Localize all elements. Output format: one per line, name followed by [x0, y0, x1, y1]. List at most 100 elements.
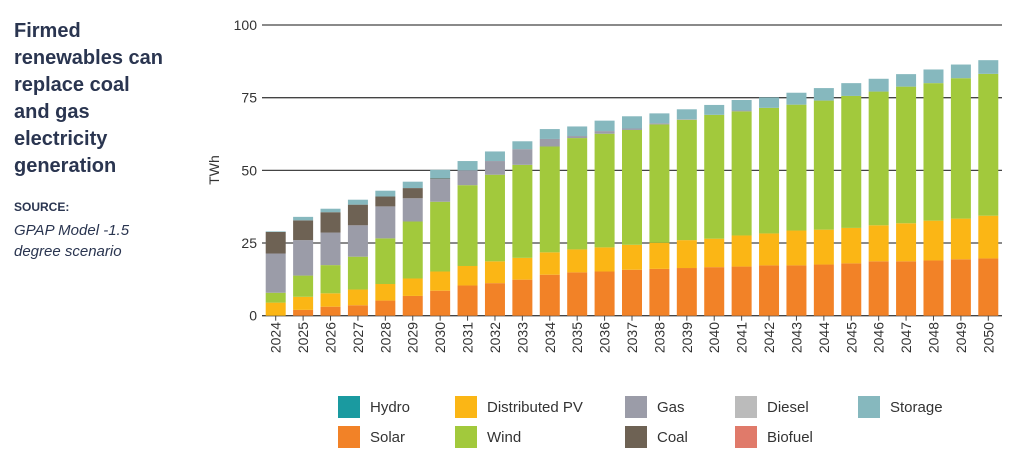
x-tick-label: 2040: [706, 322, 722, 353]
bar-segment-gas: [731, 110, 752, 112]
bar-segment-gas: [375, 206, 396, 239]
bar-segment-solar: [759, 265, 780, 316]
bar-segment-wind: [265, 292, 286, 303]
legend-item: Hydro: [338, 396, 410, 418]
bar-segment-gas: [293, 240, 314, 276]
bar-segment-solar: [896, 261, 917, 316]
legend-item: Diesel: [735, 396, 809, 418]
bar-segment-storage: [978, 60, 999, 74]
bar-segment-solar: [375, 300, 396, 316]
legend-label: Hydro: [370, 398, 411, 416]
bar-segment-distributed-pv: [320, 293, 341, 307]
y-tick-label: 100: [234, 17, 258, 33]
legend-swatch: [735, 396, 757, 418]
bar-segment-wind: [402, 221, 423, 279]
bar-segment-gas: [649, 123, 670, 125]
legend-item: Biofuel: [735, 426, 813, 448]
bar-segment-storage: [594, 120, 615, 132]
bar-segment-storage: [676, 109, 697, 120]
legend-item: Coal: [625, 426, 688, 448]
x-tick-label: 2045: [843, 322, 859, 353]
bar-segment-wind: [539, 146, 560, 253]
x-tick-label: 2041: [734, 322, 750, 353]
bar-segment-storage: [375, 190, 396, 197]
legend-label: Biofuel: [767, 428, 813, 446]
x-tick-label: 2050: [980, 322, 996, 353]
x-tick-label: 2030: [432, 322, 448, 353]
bar-segment-solar: [567, 272, 588, 316]
bar-segment-distributed-pv: [813, 229, 834, 265]
bar-segment-gas: [457, 170, 478, 186]
bar-segment-gas: [676, 119, 697, 120]
bar-segment-wind: [320, 265, 341, 294]
bar-segment-distributed-pv: [430, 271, 451, 291]
bar-segment-distributed-pv: [457, 265, 478, 286]
bar-segment-solar: [539, 274, 560, 316]
x-tick-label: 2044: [816, 322, 832, 353]
bar-segment-wind: [594, 133, 615, 248]
legend-swatch: [455, 396, 477, 418]
bar-segment-solar: [484, 283, 505, 316]
bar-segment-wind: [293, 275, 314, 297]
bar-segment-wind: [567, 138, 588, 250]
x-tick-label: 2046: [871, 322, 887, 353]
bar-segment-solar: [704, 267, 725, 316]
y-tick-label: 25: [241, 235, 257, 251]
x-tick-label: 2028: [377, 322, 393, 353]
x-tick-label: 2031: [460, 322, 476, 353]
bar-segment-wind: [649, 124, 670, 243]
stacked-bar-chart: 0 25 50 75 100 TWh 2024 2025 2026 2027 2028 2029 203…: [206, 17, 1002, 353]
bar-segment-distributed-pv: [402, 278, 423, 296]
bar-segment-coal: [347, 204, 368, 226]
bar-segment-gas: [512, 149, 533, 165]
bar-segment-wind: [622, 129, 642, 245]
x-tick-label: 2049: [953, 322, 969, 353]
bar-segment-storage: [265, 231, 286, 232]
legend-item: Solar: [338, 426, 405, 448]
bar-segment-distributed-pv: [649, 242, 670, 269]
legend-label: Storage: [890, 398, 943, 416]
bar-segment-solar: [813, 264, 834, 316]
x-tick-label: 2025: [295, 322, 311, 353]
bar-segment-storage: [402, 181, 423, 189]
bar-segment-solar: [293, 309, 314, 316]
bar-segment-solar: [512, 279, 533, 316]
bar-segment-distributed-pv: [950, 218, 971, 260]
x-tick-label: 2024: [268, 322, 284, 353]
x-tick-label: 2027: [350, 322, 366, 353]
bar-segment-solar: [950, 259, 971, 316]
bar-segment-wind: [786, 104, 807, 231]
bar-segment-wind: [347, 256, 368, 290]
x-tick-label: 2033: [514, 322, 530, 353]
source-text: GPAP Model -1.5 degree scenario: [14, 222, 130, 260]
x-tick-label: 2035: [569, 322, 585, 353]
bar-segment-solar: [841, 263, 862, 316]
bar-segment-coal: [402, 188, 423, 199]
bar-segment-wind: [978, 73, 999, 216]
legend-label: Solar: [370, 428, 406, 446]
bar-segment-gas: [402, 198, 423, 222]
bar-segment-wind: [704, 114, 725, 239]
bar-segment-wind: [923, 83, 944, 221]
bar-segment-wind: [457, 185, 478, 266]
bar-segment-wind: [484, 174, 505, 262]
legend-swatch: [625, 396, 647, 418]
bar-segment-distributed-pv: [293, 296, 314, 310]
bar-segment-gas: [622, 128, 642, 130]
bar-segment-storage: [457, 161, 478, 171]
bar-segment-storage: [704, 104, 725, 115]
bar-segment-solar: [594, 271, 615, 316]
bar-segment-distributed-pv: [896, 223, 917, 262]
x-tick-label: 2034: [542, 322, 558, 353]
bar-segment-distributed-pv: [512, 257, 533, 280]
legend-swatch: [338, 426, 360, 448]
bar-segment-solar: [978, 258, 999, 316]
legend-item: Gas: [625, 396, 685, 418]
bar-segment-wind: [759, 107, 780, 234]
bar-segment-gas: [265, 253, 286, 293]
legend-label: Distributed PV: [487, 398, 583, 416]
bar-segment-distributed-pv: [704, 238, 725, 268]
bar-segment-distributed-pv: [567, 249, 588, 273]
bar-segment-storage: [868, 78, 889, 92]
bar-segment-distributed-pv: [978, 215, 999, 259]
